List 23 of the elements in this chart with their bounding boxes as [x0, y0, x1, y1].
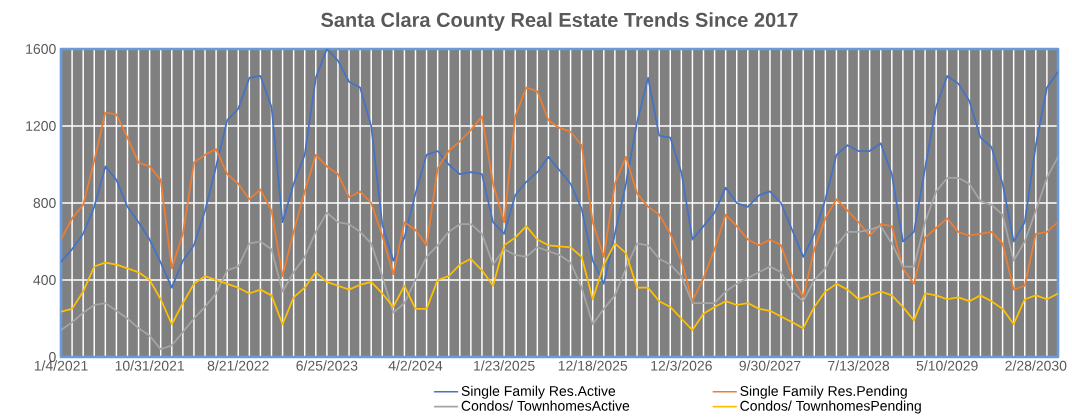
x-tick-label: 6/25/2023 [296, 360, 358, 371]
x-tick-label: 5/10/2029 [916, 360, 978, 371]
legend-label: Condos/ TownhomesActive [461, 400, 630, 411]
y-tick-label: 800 [33, 198, 56, 208]
x-tick-label: 1/23/2025 [474, 360, 535, 371]
legend-label: Condos/ TownhomesPending [740, 400, 921, 414]
x-tick-label: 10/31/2021 [115, 360, 184, 371]
x-tick-label: 12/18/2025 [558, 360, 628, 371]
line-series [61, 225, 1058, 331]
y-tick-label: 1200 [26, 121, 56, 131]
x-tick-label: 4/2/2024 [388, 360, 443, 371]
legend-label: Single Family Res.Active [461, 385, 616, 399]
x-tick-label: 9/30/2027 [739, 360, 801, 371]
x-tick-label: 8/21/2022 [207, 360, 269, 371]
legend-label: Single Family Res.Pending [740, 385, 907, 399]
x-tick-label: 12/3/2026 [651, 360, 712, 371]
y-tick-label: 400 [33, 275, 56, 285]
chart-title: Santa Clara County Real Estate Trends Since 2017 [321, 12, 798, 31]
x-tick-label: 7/13/2028 [828, 360, 890, 371]
y-tick-label: 1600 [26, 44, 56, 54]
y-tick-label: 0 [49, 352, 56, 362]
x-tick-label: 2/28/2030 [1005, 360, 1067, 371]
x-tick-label: 1/4/2021 [34, 360, 88, 371]
